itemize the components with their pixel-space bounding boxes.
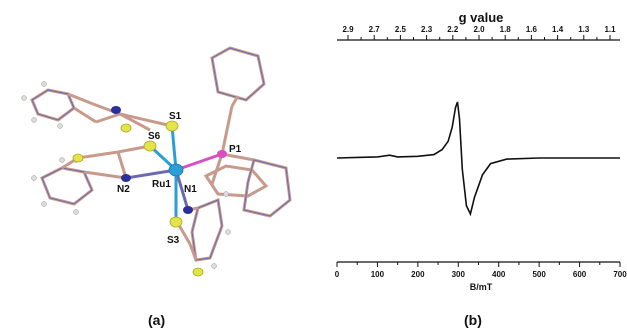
top-tick-label: 1.3 xyxy=(578,25,590,34)
atom-s-left xyxy=(72,153,84,163)
bottom-tick-label: 500 xyxy=(532,270,546,279)
atom-ru1 xyxy=(168,163,184,177)
crystal-structure-diagram: S1 S6 P1 N2 Ru1 N1 S3 xyxy=(21,46,292,277)
bottom-tick-label: 400 xyxy=(492,270,506,279)
top-tick-label: 1.6 xyxy=(526,25,538,34)
bottom-tick-label: 600 xyxy=(573,270,587,279)
top-tick-label: 2.0 xyxy=(473,25,485,34)
top-axis: 2.9 2.7 2.5 2.3 2.2 2.0 1.8 1.6 1.4 1.3 1.1 xyxy=(337,25,620,41)
atoms xyxy=(72,106,227,277)
label-ru1: Ru1 xyxy=(152,179,171,190)
bottom-tick-label: 300 xyxy=(452,270,466,279)
atom-s3 xyxy=(169,216,183,228)
top-tick-label: 2.2 xyxy=(447,25,459,34)
atom-n1 xyxy=(183,206,193,214)
label-n1: N1 xyxy=(184,184,197,195)
atom-labels: S1 S6 P1 N2 Ru1 N1 S3 xyxy=(117,111,242,246)
atom-s-lower xyxy=(192,267,204,277)
atom-s-upper xyxy=(120,123,132,133)
benzothiazole-upper xyxy=(30,88,173,132)
top-tick-label: 2.7 xyxy=(369,25,381,34)
label-s3: S3 xyxy=(167,235,180,246)
atom-s1 xyxy=(165,120,179,132)
bottom-tick-label: 200 xyxy=(411,270,425,279)
bottom-tick-label: 700 xyxy=(613,270,627,279)
top-tick-label: 2.3 xyxy=(421,25,433,34)
top-tick-label: 1.4 xyxy=(552,25,564,34)
label-n2: N2 xyxy=(117,184,130,195)
atom-n2 xyxy=(121,174,131,182)
bottom-tick-label: 0 xyxy=(335,270,340,279)
panel-label-b: (b) xyxy=(464,312,482,328)
top-axis-title: g value xyxy=(459,10,504,25)
atom-p1 xyxy=(217,150,227,158)
atom-n-upper xyxy=(111,106,121,114)
top-tick-label: 2.5 xyxy=(395,25,407,34)
label-p1: P1 xyxy=(229,144,242,155)
label-s6: S6 xyxy=(148,131,161,142)
panel-label-a: (a) xyxy=(148,312,166,328)
top-tick-label: 1.1 xyxy=(604,25,616,34)
spectrum-line xyxy=(336,101,620,217)
x-axis-title: B/mT xyxy=(470,282,493,292)
atom-s6 xyxy=(143,140,157,152)
top-tick-label: 1.8 xyxy=(500,25,512,34)
top-tick-label: 2.9 xyxy=(342,25,354,34)
label-s1: S1 xyxy=(169,111,182,122)
bottom-tick-label: 100 xyxy=(371,270,385,279)
bottom-axis: 0 100 200 300 400 500 600 700 xyxy=(335,261,627,279)
phosphine-ligand xyxy=(175,46,292,218)
